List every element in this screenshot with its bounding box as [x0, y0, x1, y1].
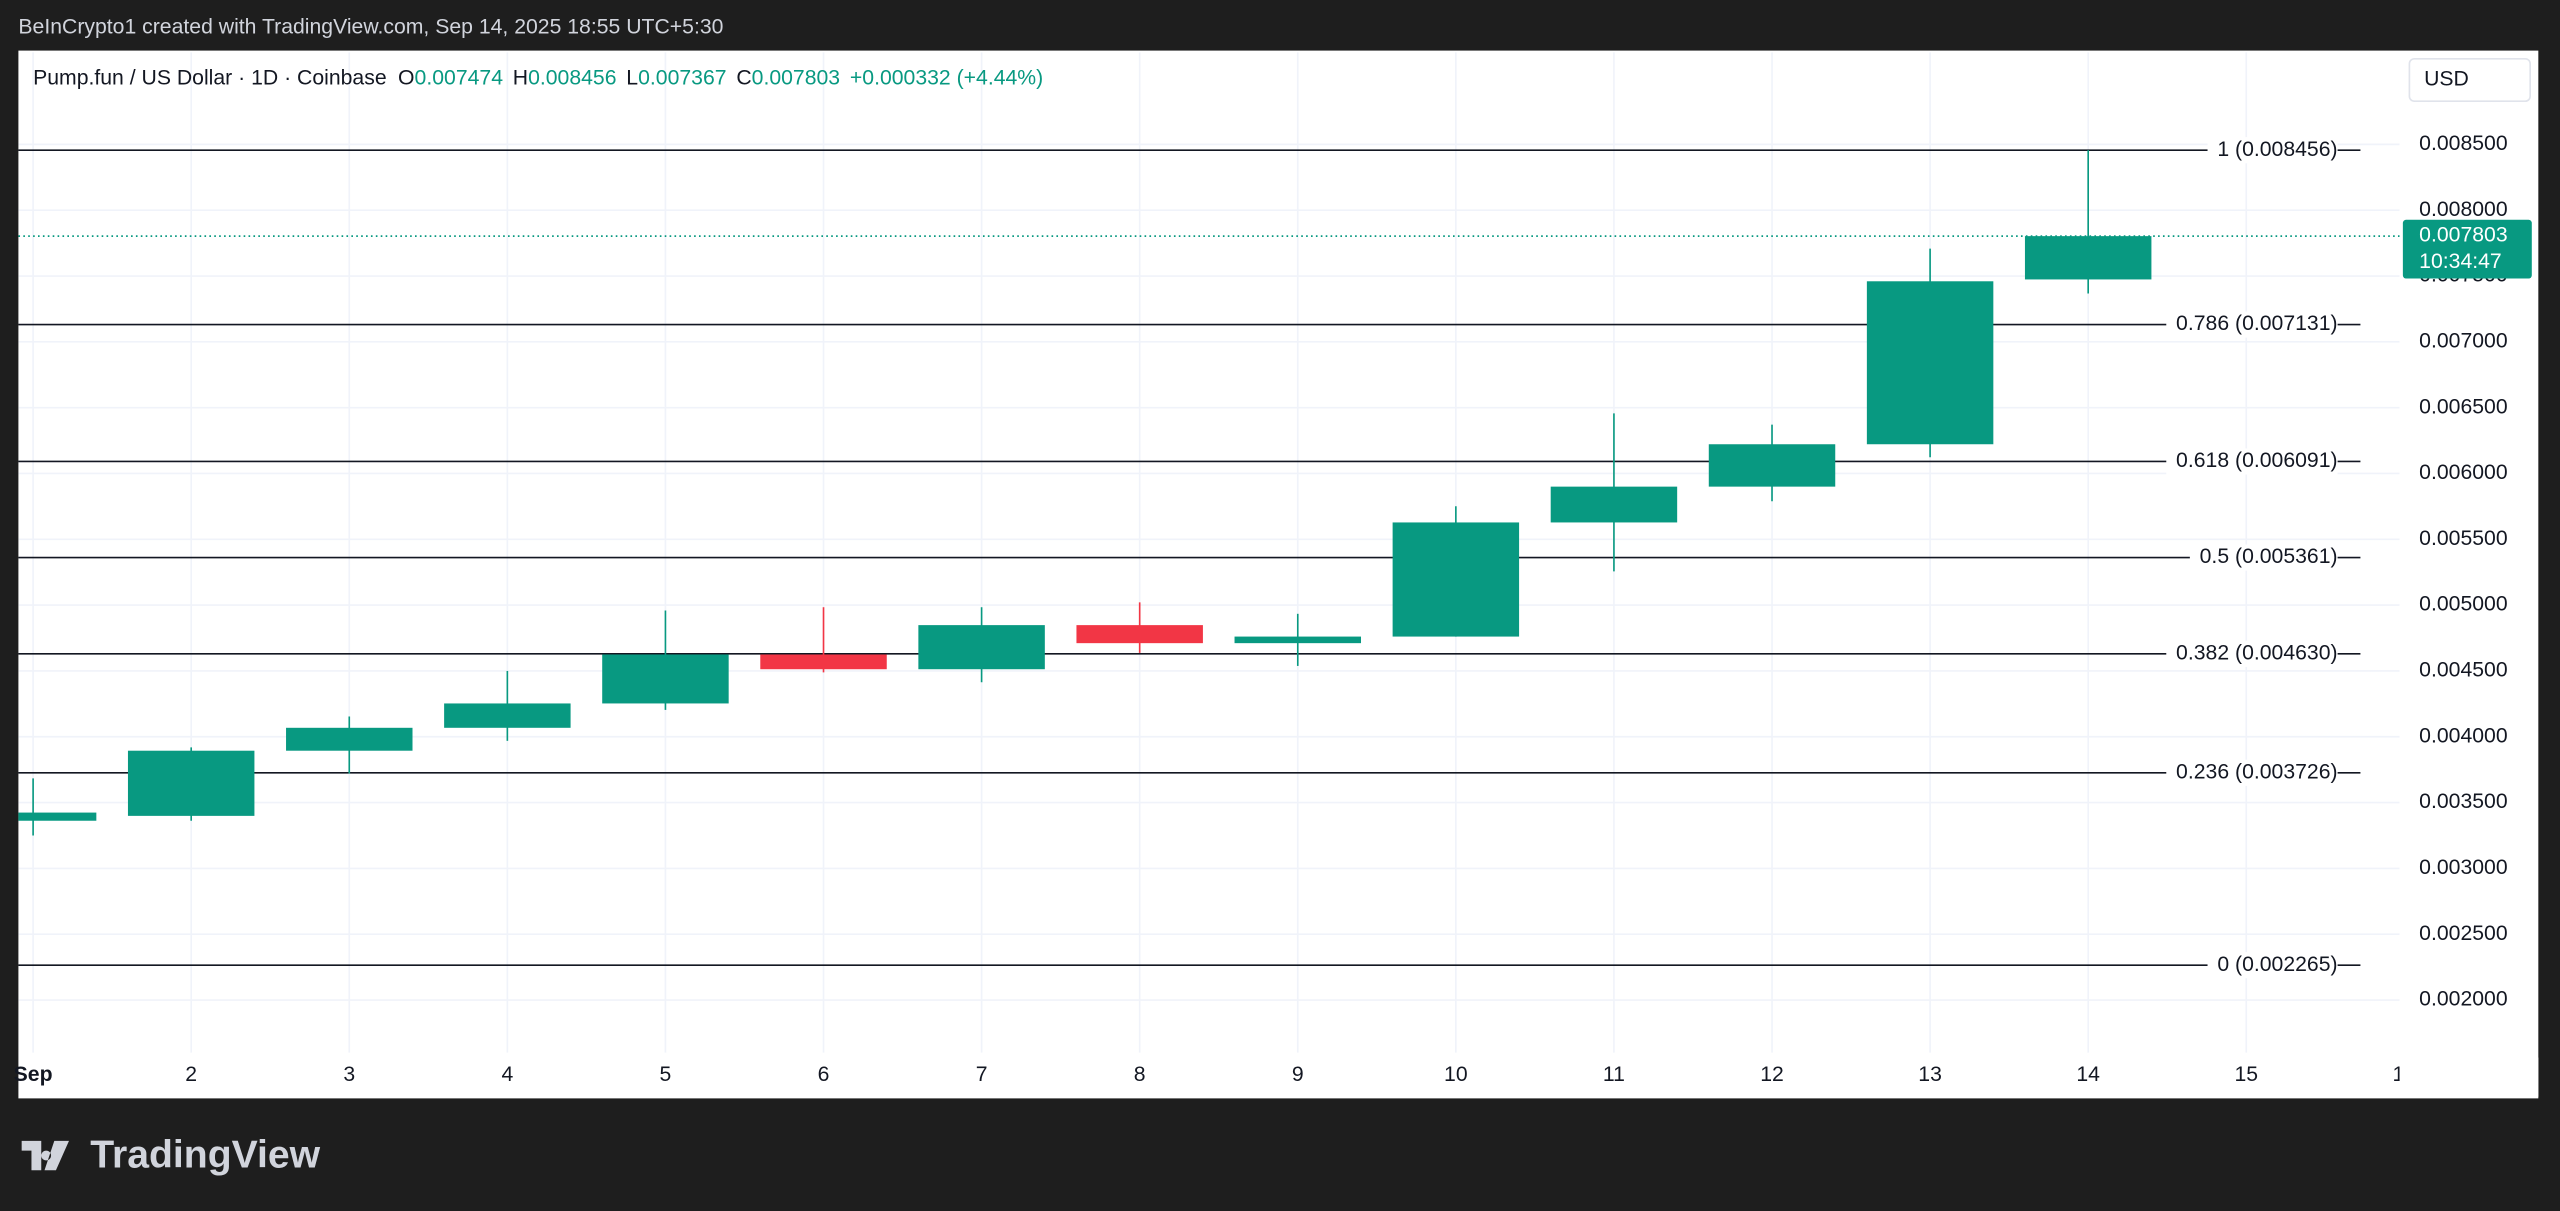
fib-label-bg: [2166, 311, 2338, 338]
y-tick-label: 0.003500: [2419, 790, 2507, 813]
x-tick-label: 10: [1444, 1063, 1468, 1086]
brand-logo: [21, 1140, 69, 1171]
y-tick-label: 0.007000: [2419, 329, 2507, 352]
y-tick-label: 0.002500: [2419, 922, 2507, 945]
change: +0.000332 (+4.44%): [850, 66, 1043, 89]
legend: Pump.fun / US Dollar · 1D · Coinbase O0.0…: [33, 66, 1043, 89]
fib-label: 0.5 (0.005361): [2200, 545, 2338, 568]
x-tick-label: 9: [1292, 1063, 1304, 1086]
candle-body: [918, 625, 1045, 670]
x-tick-label: 5: [660, 1063, 672, 1086]
last-price: 0.007803: [2419, 224, 2507, 247]
chart-panel: [18, 50, 2539, 1099]
x-tick-label: 7: [976, 1063, 988, 1086]
candle-body: [18, 812, 97, 821]
candle-body: [1866, 281, 1994, 445]
ohlc-value: 0.007474: [415, 66, 504, 89]
candles: [18, 150, 2400, 836]
x-tick-label: 14: [2076, 1063, 2100, 1086]
y-tick-label: 0.004500: [2419, 659, 2507, 682]
ohlc-label: O: [398, 66, 415, 89]
ohlc-label: H: [513, 66, 528, 89]
currency: USD: [2424, 68, 2469, 91]
fib-label: 0 (0.002265): [2217, 953, 2337, 976]
y-tick-label: 0.004000: [2419, 724, 2507, 747]
candle-body: [1234, 636, 1362, 644]
x-tick-label: 3: [343, 1063, 355, 1086]
fib-levels: 1 (0.008456) 0.786 (0.007131) 0.618 (0.006…: [18, 137, 2361, 979]
x-axis-edge: [2399, 1057, 2539, 1097]
x-tick-label: Sep: [14, 1063, 53, 1086]
fib-label-bg: [2166, 448, 2338, 475]
y-tick-label: 0.005500: [2419, 527, 2507, 550]
brand-name: TradingView: [90, 1133, 320, 1176]
fib-label-bg: [2189, 544, 2338, 571]
x-tick-label: 13: [1918, 1063, 1942, 1086]
ohlc-value: 0.008456: [528, 66, 616, 89]
countdown: 10:34:47: [2419, 250, 2502, 273]
x-tick-label: 11: [1603, 1063, 1625, 1086]
ohlc-label: C: [736, 66, 751, 89]
candle-body: [1392, 522, 1520, 637]
brand: TradingView: [21, 1133, 321, 1176]
legend-title: Pump.fun / US Dollar · 1D · Coinbase: [33, 66, 387, 89]
y-tick-label: 0.008500: [2419, 132, 2507, 155]
fib-label-bg: [2207, 137, 2338, 164]
y-tick-label: 0.008000: [2419, 198, 2507, 221]
axes: Sep23456789101112131415160.0020000.00250…: [14, 132, 2539, 1097]
last-price-box: [2402, 219, 2532, 279]
ohlc-value: 0.007803: [752, 66, 840, 89]
y-tick-label: 0.003000: [2419, 856, 2507, 879]
x-tick-label: 4: [501, 1063, 513, 1086]
candle-body: [1076, 625, 1203, 644]
candle-body: [2024, 236, 2152, 280]
x-tick-label: 15: [2234, 1063, 2258, 1086]
candle-body: [1550, 486, 1678, 523]
header-text: BeInCrypto1 created with TradingView.com…: [18, 15, 723, 38]
candle-body: [444, 703, 571, 728]
y-tick-label: 0.002000: [2419, 988, 2507, 1011]
y-tick-label: 0.006500: [2419, 395, 2507, 418]
x-tick-label: 12: [1760, 1063, 1784, 1086]
y-tick-label: 0.005000: [2419, 593, 2507, 616]
fib-label: 0.382 (0.004630): [2176, 641, 2338, 664]
x-tick-label: 8: [1134, 1063, 1146, 1086]
fib-label: 0.786 (0.007131): [2176, 312, 2338, 335]
candle-body: [1708, 444, 1836, 487]
grid: [18, 52, 2400, 1053]
y-tick-label: 0.006000: [2419, 461, 2507, 484]
fib-label: 1 (0.008456): [2217, 138, 2337, 161]
fib-label-bg: [2207, 952, 2338, 979]
fib-label: 0.618 (0.006091): [2176, 449, 2338, 472]
candle-body: [286, 727, 413, 751]
ohlc-value: 0.007367: [638, 66, 726, 89]
x-tick-label: 6: [818, 1063, 830, 1086]
currency-box: [2408, 57, 2531, 103]
ohlc-label: L: [626, 66, 638, 89]
x-tick-label: 2: [185, 1063, 197, 1086]
fib-label-bg: [2166, 759, 2338, 786]
candle-body: [760, 654, 887, 670]
fib-label: 0.236 (0.003726): [2176, 760, 2338, 783]
fib-label-bg: [2166, 640, 2338, 667]
candle-body: [602, 654, 729, 704]
candle-body: [127, 750, 255, 816]
